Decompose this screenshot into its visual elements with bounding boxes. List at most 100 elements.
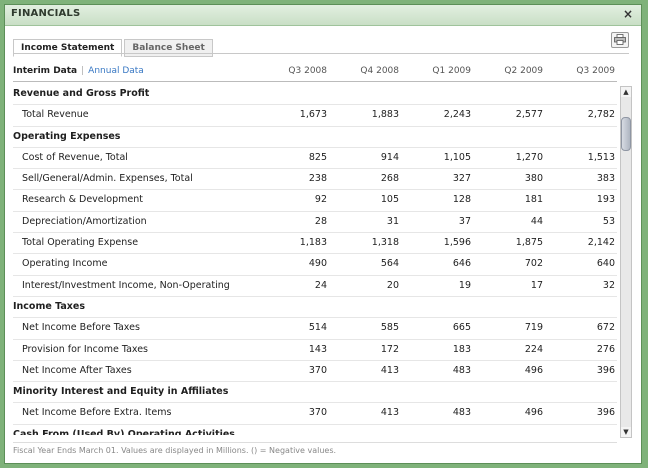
value-cell: 719 [524,322,543,334]
table-row: Sell/General/Admin. Expenses, Total 238 26… [13,169,617,191]
tab-divider [13,53,629,54]
arrow-down-icon[interactable]: ▼ [621,427,631,437]
value-cell: 413 [380,407,399,419]
value-cell: 276 [596,343,615,355]
value-cell: 105 [380,194,399,206]
column-header: Q3 2008 [288,66,327,76]
value-cell: 17 [530,279,543,291]
value-cell: 327 [452,173,471,185]
table-row: Cost of Revenue, Total 825 914 1,105 1,270 1,… [13,148,617,170]
tab-bar: Income Statement Balance Sheet [13,35,215,57]
section-title: Revenue and Gross Profit [13,88,150,99]
column-header: Q1 2009 [432,66,471,76]
row-label: Sell/General/Admin. Expenses, Total [22,173,193,185]
value-cell: 413 [380,364,399,376]
value-cell: 28 [314,215,327,227]
table-row: Research & Development 92 105 128 181 193 [13,190,617,212]
row-label: Net Income After Taxes [22,364,132,376]
footer-divider [13,442,617,443]
value-cell: 143 [308,343,327,355]
section-title: Cash From (Used By) Operating Activities [13,428,235,435]
value-cell: 24 [314,279,327,291]
table-row: Total Revenue 1,673 1,883 2,243 2,577 2,782 [13,105,617,127]
data-toggle: Interim Data | Annual Data [13,66,144,76]
close-icon[interactable]: × [622,7,633,21]
table-row: Interest/Investment Income, Non-Operatin… [13,276,617,297]
value-cell: 183 [452,343,471,355]
row-label: Interest/Investment Income, Non-Operatin… [22,279,230,291]
title-bar: FINANCIALS × [5,5,641,26]
row-label: Research & Development [22,194,143,206]
value-cell: 1,673 [299,109,327,121]
value-cell: 53 [602,215,615,227]
value-cell: 396 [596,364,615,376]
row-label: Cost of Revenue, Total [22,151,128,163]
value-cell: 646 [452,258,471,270]
value-cell: 37 [458,215,471,227]
section-header-row: Income Taxes [13,297,617,319]
column-header: Q4 2008 [360,66,399,76]
value-cell: 238 [308,173,327,185]
value-cell: 640 [596,258,615,270]
value-cell: 1,105 [443,151,471,163]
row-label: Net Income Before Extra. Items [22,407,172,419]
financials-table: Revenue and Gross Profit Total Revenue 1,6… [13,84,617,435]
value-cell: 1,883 [371,109,399,121]
value-cell: 31 [386,215,399,227]
arrow-up-icon[interactable]: ▲ [621,87,631,97]
row-label: Depreciation/Amortization [22,215,147,227]
row-label: Net Income Before Taxes [22,322,140,334]
table-row: Net Income Before Taxes 514 585 665 719 672 [13,318,617,340]
column-header: Q3 2009 [576,66,615,76]
value-cell: 2,142 [587,237,615,249]
dialog-title: FINANCIALS [11,8,81,19]
value-cell: 128 [452,194,471,206]
value-cell: 224 [524,343,543,355]
value-cell: 490 [308,258,327,270]
value-cell: 2,577 [515,109,543,121]
print-button[interactable] [611,32,629,48]
table-row: Total Operating Expense 1,183 1,318 1,596 1,… [13,233,617,255]
table-row: Operating Income 490 564 646 702 640 [13,254,617,276]
row-label: Provision for Income Taxes [22,343,149,355]
printer-icon [614,34,626,45]
value-cell: 172 [380,343,399,355]
value-cell: 20 [386,279,399,291]
table-row: Net Income Before Extra. Items 370 413 483 4… [13,403,617,425]
value-cell: 1,513 [587,151,615,163]
value-cell: 383 [596,173,615,185]
table-header: Interim Data | Annual Data Q3 2008 Q4 2008… [13,65,615,79]
section-header-row: Operating Expenses [13,127,617,148]
table-row: Provision for Income Taxes 143 172 183 224 27… [13,340,617,361]
annual-data-link[interactable]: Annual Data [88,66,144,76]
section-title: Minority Interest and Equity in Affiliat… [13,386,229,398]
scrollbar-thumb[interactable] [621,117,631,151]
value-cell: 19 [458,279,471,291]
value-cell: 32 [602,279,615,291]
table-row: Net Income After Taxes 370 413 483 496 396 [13,361,617,383]
value-cell: 1,596 [443,237,471,249]
tab-balance-sheet[interactable]: Balance Sheet [124,39,213,57]
value-cell: 483 [452,407,471,419]
value-cell: 2,243 [443,109,471,121]
tab-income-statement[interactable]: Income Statement [13,39,123,57]
interim-data-label[interactable]: Interim Data [13,66,78,76]
section-title: Operating Expenses [13,130,121,142]
value-cell: 370 [308,407,327,419]
value-cell: 1,183 [299,237,327,249]
table-row: Depreciation/Amortization 28 31 37 44 53 [13,212,617,234]
value-cell: 92 [314,194,327,206]
section-header-row: Cash From (Used By) Operating Activities [13,425,617,435]
value-cell: 2,782 [587,109,615,121]
value-cell: 825 [308,151,327,163]
value-cell: 564 [380,258,399,270]
value-cell: 1,318 [371,237,399,249]
value-cell: 1,270 [515,151,543,163]
value-cell: 396 [596,407,615,419]
value-cell: 585 [380,322,399,334]
vertical-scrollbar[interactable]: ▲ ▼ [620,86,632,438]
value-cell: 181 [524,194,543,206]
column-header: Q2 2009 [504,66,543,76]
section-header-row: Revenue and Gross Profit [13,84,617,106]
